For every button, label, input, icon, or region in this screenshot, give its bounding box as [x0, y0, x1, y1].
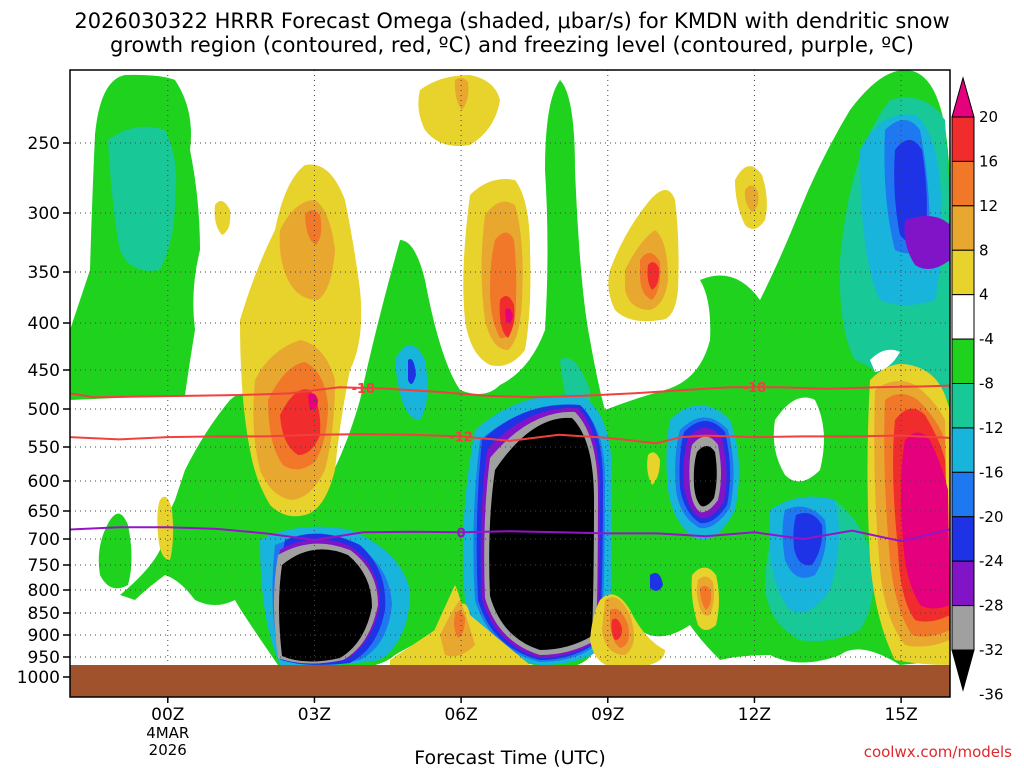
y-tick-label: 500: [28, 400, 60, 420]
colorbar-label: -24: [979, 552, 1004, 570]
x-tick-label: 12Z: [738, 705, 771, 725]
colorbar-label: -4: [979, 330, 994, 348]
y-tick-label: 900: [28, 626, 60, 646]
colorbar-label: 8: [979, 241, 989, 259]
contour-line: [70, 526, 950, 543]
x-axis-label: Forecast Time (UTC): [414, 747, 605, 768]
colorbar-swatch: [951, 116, 975, 162]
y-axis: 2503003504004505005506006507007508008509…: [17, 134, 70, 688]
x-tick-label: 06Z: [444, 705, 477, 725]
credit-link[interactable]: coolwx.com/models: [864, 743, 1012, 761]
omega-fill-black: [279, 417, 717, 662]
x-tick-label: 00Z: [151, 705, 184, 725]
x-tick-label: 15Z: [884, 705, 917, 725]
y-tick-label: 750: [28, 556, 60, 576]
x-tick-label: 03Z: [298, 705, 331, 725]
x-tick-year: 2026: [149, 741, 187, 759]
colorbar-label: -8: [979, 375, 994, 393]
y-tick-label: 600: [28, 472, 60, 492]
contour-label: -18: [352, 382, 376, 397]
colorbar-label: -20: [979, 508, 1004, 526]
plot-frame: [69, 69, 951, 698]
colorbar-label: 4: [979, 286, 989, 304]
colorbar: 20 16 12 8 4 -4 -8 -12 -16 -20 -24 -28 -32 -36: [951, 76, 1004, 703]
colorbar-label: -12: [979, 419, 1004, 437]
colorbar-swatch: [951, 249, 975, 296]
x-tick-date: 4MAR: [146, 724, 189, 742]
colorbar-label: -28: [979, 597, 1004, 615]
chart-title-line2: growth region (contoured, red, ºC) and f…: [110, 33, 914, 57]
colorbar-swatch: [951, 383, 975, 429]
colorbar-label: -32: [979, 641, 1004, 659]
colorbar-label: -16: [979, 463, 1004, 481]
contour-label: -18: [743, 381, 767, 396]
y-tick-label: 250: [28, 134, 60, 154]
colorbar-arrow-top: [951, 76, 975, 118]
chart-title-line1: 2026030322 HRRR Forecast Omega (shaded, …: [74, 9, 949, 33]
y-tick-label: 850: [28, 604, 60, 624]
colorbar-swatch: [951, 160, 975, 207]
colorbar-label: 12: [979, 197, 998, 215]
y-tick-label: 350: [28, 263, 60, 283]
gridlines: [70, 70, 950, 697]
colorbar-swatch: [951, 560, 975, 607]
y-tick-label: 1000: [17, 668, 60, 688]
y-tick-label: 700: [28, 530, 60, 550]
colorbar-swatch: [951, 516, 975, 562]
x-tick-label: 09Z: [591, 705, 624, 725]
colorbar-label: -36: [979, 685, 1004, 703]
colorbar-swatch: [951, 338, 975, 385]
colorbar-swatch: [951, 205, 975, 251]
y-tick-label: 950: [28, 648, 60, 668]
y-tick-label: 450: [28, 361, 60, 381]
y-tick-label: 650: [28, 502, 60, 522]
y-tick-label: 550: [28, 438, 60, 458]
colorbar-swatch: [951, 294, 975, 340]
contour-label: 0: [457, 526, 466, 541]
plot-area: -18 -18 -12 0: [70, 70, 950, 697]
colorbar-arrow-bottom: [951, 649, 975, 692]
omega-fill-magenta: [308, 308, 950, 609]
omega-holes: [773, 349, 900, 482]
contour-label: -12: [449, 430, 473, 445]
contour-line: [70, 384, 950, 399]
colorbar-swatch: [951, 471, 975, 518]
colorbar-swatch: [951, 427, 975, 473]
temperature-contours: -18 -18 -12 0: [70, 381, 950, 543]
colorbar-swatch: [951, 605, 975, 651]
y-tick-label: 400: [28, 314, 60, 334]
terrain-bar: [70, 665, 950, 697]
y-tick-label: 300: [28, 204, 60, 224]
colorbar-label: 20: [979, 108, 998, 126]
colorbar-label: 16: [979, 152, 998, 170]
contour-line: [70, 433, 950, 445]
y-tick-label: 800: [28, 581, 60, 601]
